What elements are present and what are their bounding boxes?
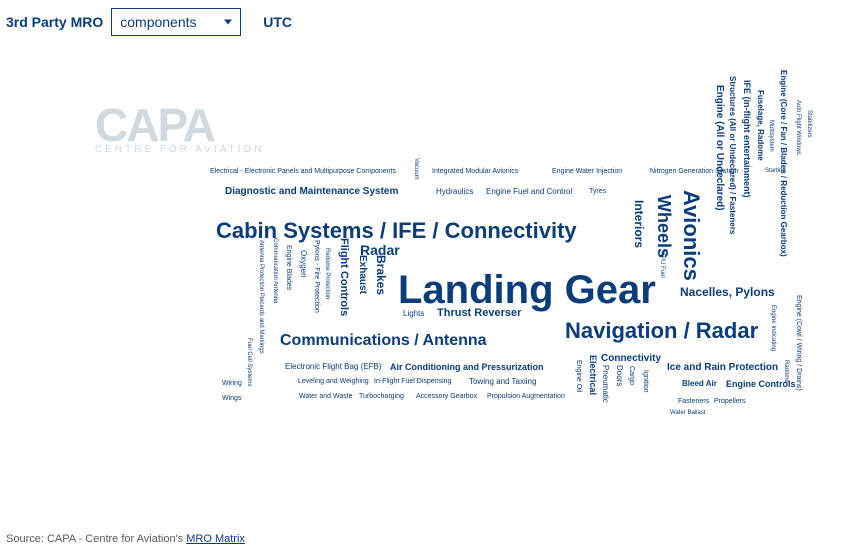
cloud-word[interactable]: Flight Controls (338, 238, 349, 316)
cloud-word[interactable]: Engine (Cowl / Wiring / Drains) (795, 295, 802, 391)
cloud-word[interactable]: IFE (in-flight entertainment) (742, 80, 751, 198)
cloud-word[interactable]: Turbocharging (359, 393, 404, 400)
cloud-word[interactable]: Interiors (633, 200, 645, 248)
cloud-word[interactable]: Water and Waste (299, 393, 353, 400)
utc-label: UTC (263, 14, 292, 30)
cloud-word[interactable]: APU Fuel (659, 252, 665, 278)
cloud-word[interactable]: Auto Flight Windows (795, 100, 801, 155)
cloud-word[interactable]: Propulsion Augmentation (487, 393, 565, 400)
header-bar: 3rd Party MRO components UTC (0, 0, 847, 44)
cloud-word[interactable]: Wiring (222, 380, 242, 387)
cloud-word[interactable]: Cabin Systems / IFE / Connectivity (216, 220, 577, 242)
cloud-word[interactable]: Multisystem (768, 120, 774, 152)
cloud-word[interactable]: Water Ballast (670, 410, 705, 416)
cloud-word[interactable]: Lights (403, 310, 424, 318)
cloud-word[interactable]: In-Flight Fuel Dispensing (374, 378, 451, 385)
cloud-word[interactable]: Pneumatic (601, 365, 609, 403)
cloud-word[interactable]: Stabilizers (806, 110, 812, 138)
cloud-word[interactable]: Oxygen (299, 250, 307, 278)
cloud-word[interactable]: Leveling and Weighing (298, 378, 369, 385)
cloud-word[interactable]: Engine Indicating (770, 305, 776, 351)
cloud-word[interactable]: Redome Protection (324, 248, 330, 299)
cloud-word[interactable]: Nacelles, Pylons (680, 286, 775, 298)
cloud-word[interactable]: Towing and Taxiing (469, 378, 536, 386)
cloud-word[interactable]: Radome (783, 360, 789, 383)
source-prefix: Source: CAPA - Centre for Aviation's (6, 533, 186, 545)
cloud-word[interactable]: Cargo (628, 366, 635, 385)
cloud-word[interactable]: Doors (615, 365, 623, 386)
cloud-word[interactable]: Fasteners (678, 398, 709, 405)
source-link[interactable]: MRO Matrix (186, 533, 245, 545)
cloud-word[interactable]: Ignition (642, 370, 649, 393)
cloud-word[interactable]: Propellers (714, 398, 746, 405)
cloud-word[interactable]: Engine (Core / Fan / Blades / Reduction … (779, 70, 787, 257)
cloud-word[interactable]: Engine Oil (575, 360, 582, 392)
component-select[interactable]: components (111, 8, 241, 36)
cloud-word[interactable]: Air Conditioning and Pressurization (390, 363, 544, 372)
cloud-word[interactable]: Tyres (589, 188, 606, 195)
cloud-word[interactable]: Hydraulics (436, 188, 473, 196)
cloud-word[interactable]: Communications / Antenna (280, 333, 487, 349)
cloud-word[interactable]: Landing Gear (398, 270, 656, 310)
select-value: components (120, 14, 196, 30)
cloud-word[interactable]: Antenna Protection Placards and Markings (258, 240, 264, 354)
cloud-word[interactable]: Pylons - Fire Protection (313, 240, 320, 313)
cloud-word[interactable]: Fuselage, Radome (756, 90, 764, 161)
cloud-word[interactable]: Navigation / Radar (565, 320, 758, 342)
cloud-word[interactable]: Ice and Rain Protection (667, 363, 778, 373)
cloud-word[interactable]: Structures (All or Undeclared) / Fastene… (728, 76, 736, 234)
logo-sub: CENTRE FOR AVIATION (95, 144, 264, 155)
capa-logo: CAPA CENTRE FOR AVIATION (95, 105, 264, 155)
cloud-word[interactable]: Electronic Flight Bag (EFB) (285, 363, 381, 371)
cloud-word[interactable]: Vacuum (413, 158, 419, 180)
cloud-word[interactable]: Thrust Reverser (437, 308, 521, 319)
cloud-word[interactable]: Accessory Gearbox (416, 393, 477, 400)
cloud-word[interactable]: Communication Antenna (272, 238, 278, 303)
source-attribution: Source: CAPA - Centre for Aviation's MRO… (6, 533, 245, 545)
cloud-word[interactable]: Bleed Air (682, 380, 717, 388)
cloud-word[interactable]: Exhaust (357, 255, 367, 294)
cloud-word[interactable]: Engine Water Injection (552, 168, 622, 175)
cloud-word[interactable]: Integrated Modular Avionics (432, 168, 518, 175)
cloud-word[interactable]: Electrical - Electronic Panels and Multi… (210, 168, 396, 175)
logo-main: CAPA (95, 105, 264, 146)
cloud-word[interactable]: Engine Fuel and Control (486, 188, 572, 196)
cloud-word[interactable]: Fuel Cell Systems (246, 338, 252, 386)
cloud-word[interactable]: Brakes (375, 255, 387, 295)
cloud-word[interactable]: Nitrogen Generation System (650, 168, 738, 175)
cloud-word[interactable]: Avionics (680, 190, 702, 281)
cloud-word[interactable]: Engine (All or Undeclared) (714, 85, 724, 211)
cloud-word[interactable]: Electrical (588, 355, 597, 395)
cloud-word[interactable]: Connectivity (601, 354, 661, 364)
cloud-word[interactable]: Engine Blades (285, 245, 292, 290)
cloud-word[interactable]: Wheels (655, 195, 673, 258)
cloud-word[interactable]: Diagnostic and Maintenance System (225, 187, 398, 197)
cloud-word[interactable]: Wings (222, 395, 241, 402)
header-label: 3rd Party MRO (6, 14, 103, 30)
chevron-down-icon (224, 20, 232, 25)
word-cloud: CAPA CENTRE FOR AVIATION Landing Gear Cab… (0, 60, 847, 515)
